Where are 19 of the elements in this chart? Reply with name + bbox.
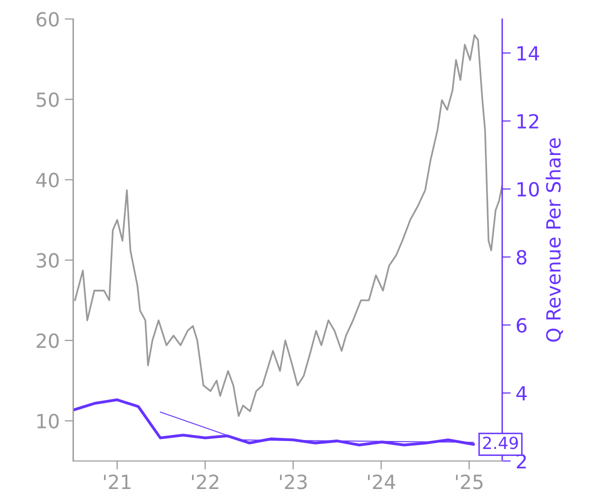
y2-tick-label: 12 <box>518 114 538 128</box>
x-tick-label: '21 <box>104 474 130 489</box>
y2-tick-label: 6 <box>516 318 527 333</box>
y2-tick-label: 10 <box>518 182 539 197</box>
x-tick-label: '23 <box>280 474 307 490</box>
y2-axis-title: Q Revenue Per Share <box>546 138 563 342</box>
x-tick-label: '25 <box>456 474 483 490</box>
y-tick-label: 20 <box>36 333 59 348</box>
x-tick-label: '22 <box>192 474 218 489</box>
y2-tick-label: 14 <box>518 46 540 60</box>
y2-tick-label: 8 <box>516 250 526 265</box>
data-label: 2.49 <box>483 436 518 450</box>
y-tick-label: 10 <box>37 414 59 428</box>
x-tick-label: '24 <box>368 474 396 489</box>
y-tick-label: 30 <box>36 253 59 268</box>
y2-tick-label: 4 <box>516 386 527 400</box>
y-tick-label: 40 <box>36 172 59 188</box>
y-tick-label: 50 <box>36 92 59 108</box>
y-tick-label: 60 <box>36 12 59 27</box>
